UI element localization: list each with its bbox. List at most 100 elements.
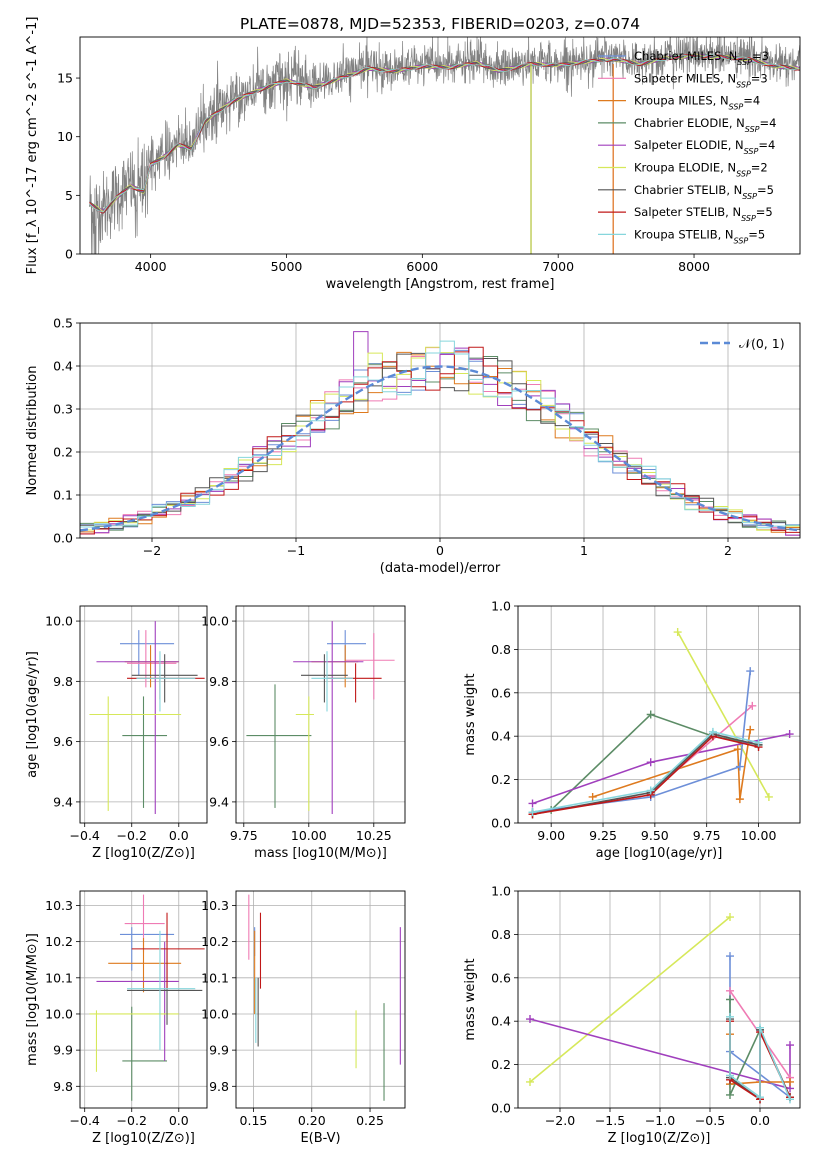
x-tick-label: −1.5 <box>595 1113 625 1128</box>
model-spectrum-8 <box>89 54 800 213</box>
y-tick-label: 0.5 <box>53 316 73 331</box>
panel-mass_vs_Z: −0.4 −0.2 0.0 9.8 9.9 10.0 10.1 10.2 10.3 Z [log1… <box>25 890 208 1146</box>
x-tick-label: 7000 <box>542 259 574 274</box>
panel-spectrum: 4000 5000 6000 7000 8000 0 5 10 15 Chabrier MILES… <box>25 17 801 292</box>
weight-marker <box>754 738 763 747</box>
figure-title: PLATE=0878, MJD=52353, FIBERID=0203, z=0… <box>240 15 640 33</box>
panel-residuals: −2 −1 0 1 2 0.0 0.1 0.2 0.3 0.4 0.5 𝒩(0, 1) (data-mo… <box>25 316 801 576</box>
x-tick-label: 0.15 <box>240 1113 268 1128</box>
y-tick-label: 10.0 <box>45 1006 73 1021</box>
weight-marker <box>735 762 744 771</box>
plot-area <box>89 37 800 254</box>
y-tick-label: 10.1 <box>45 970 73 985</box>
x-tick-label: −1.0 <box>645 1113 675 1128</box>
x-tick-label: 6000 <box>406 259 438 274</box>
weight-line-8 <box>532 731 759 813</box>
legend-entry: Chabrier MILES, NSSP=3 <box>634 49 769 67</box>
x-tick-label: −2.0 <box>545 1113 575 1128</box>
legend-entry: Kroupa ELODIE, NSSP=2 <box>634 161 768 179</box>
panel-mass_vs_ebv: 0.15 0.20 0.25 9.8 9.9 10.0 10.1 10.2 10.3 E(B-V) <box>201 890 406 1146</box>
hist-7 <box>80 346 800 535</box>
weight-marker <box>785 730 794 739</box>
y-tick-label: 0 <box>65 247 73 262</box>
weight-line-0 <box>529 916 731 1083</box>
weight-marker <box>746 725 755 734</box>
x-axis-label: age [log10(age/yr)] <box>596 846 723 861</box>
x-tick-label: 2 <box>724 543 732 558</box>
x-tick-label: 9.50 <box>641 828 669 843</box>
y-axis-label: Flux [f_λ 10^-17 erg cm^-2 s^-1 A^-1] <box>25 17 40 275</box>
x-tick-label: 10.00 <box>741 828 777 843</box>
y-tick-label: 0.8 <box>491 927 511 942</box>
x-tick-label: 9.75 <box>230 828 258 843</box>
weight-marker <box>708 727 717 736</box>
weight-line-0 <box>676 631 770 798</box>
axes-frame <box>235 605 406 824</box>
y-tick-label: 0.0 <box>491 816 511 831</box>
y-tick-label: 15 <box>57 71 73 86</box>
x-tick-label: 0.0 <box>169 828 189 843</box>
hist-8 <box>80 340 800 529</box>
y-tick-label: 9.9 <box>209 1043 229 1058</box>
weight-marker <box>526 1015 534 1024</box>
model-spectrum-5 <box>89 53 800 212</box>
y-tick-label: 0.3 <box>53 402 73 417</box>
y-tick-label: 10.0 <box>201 1006 229 1021</box>
legend-entry: Salpeter STELIB, NSSP=5 <box>634 205 773 223</box>
weight-marker <box>526 1077 534 1086</box>
weight-marker <box>726 1071 734 1080</box>
weight-marker <box>646 786 655 795</box>
weight-marker <box>726 1090 734 1099</box>
weight-marker <box>786 1041 794 1050</box>
panel-weight_vs_age: 9.00 9.25 9.50 9.75 10.00 0.0 0.2 0.4 0.6 0.8 1.0 a… <box>463 599 801 861</box>
axes-frame <box>517 605 801 824</box>
x-tick-label: 9.25 <box>589 828 617 843</box>
y-tick-label: 10.2 <box>201 934 229 949</box>
legend-entry: Salpeter MILES, NSSP=3 <box>634 71 768 89</box>
x-tick-label: −0.4 <box>70 1113 100 1128</box>
weight-marker <box>748 701 757 710</box>
y-axis-label: mass [log10(M/M⊙)] <box>25 933 40 1066</box>
y-tick-label: 1.0 <box>491 599 511 614</box>
y-tick-label: 0.4 <box>491 1014 511 1029</box>
axes-frame <box>235 890 406 1109</box>
y-tick-label: 0.0 <box>491 1101 511 1116</box>
y-tick-label: 5 <box>65 188 73 203</box>
legend-entry: Kroupa STELIB, NSSP=5 <box>634 227 765 245</box>
x-axis-label: wavelength [Angstrom, rest frame] <box>326 277 555 292</box>
y-tick-label: 9.8 <box>209 1079 229 1094</box>
weight-line-7 <box>532 735 759 816</box>
y-tick-label: 10.0 <box>45 614 73 629</box>
y-tick-label: 10.1 <box>201 970 229 985</box>
y-tick-label: 0.4 <box>491 729 511 744</box>
axes-frame <box>517 890 801 1109</box>
axes-frame <box>79 890 208 1109</box>
y-axis-label: age [log10(age/yr)] <box>25 651 40 778</box>
x-tick-label: 0.0 <box>169 1113 189 1128</box>
plot-area <box>236 606 405 823</box>
weight-marker <box>746 667 755 676</box>
x-tick-label: 9.75 <box>693 828 721 843</box>
y-tick-label: 9.6 <box>209 734 229 749</box>
legend-entry: Salpeter ELODIE, NSSP=4 <box>634 138 775 156</box>
panel-weight_vs_Z: −2.0 −1.5 −1.0 −0.5 0.0 0.0 0.2 0.4 0.6 0.8 1.0 Z [… <box>463 884 801 1146</box>
x-tick-label: 9.00 <box>537 828 565 843</box>
y-tick-label: 1.0 <box>491 884 511 899</box>
y-axis-label: Normed distribution <box>25 366 40 496</box>
weight-marker <box>733 745 742 754</box>
y-tick-label: 0.4 <box>53 359 73 374</box>
legend-entry: Chabrier ELODIE, NSSP=4 <box>634 116 776 133</box>
x-tick-label: 5000 <box>271 259 303 274</box>
x-tick-label: 4000 <box>135 259 167 274</box>
weight-marker <box>726 913 734 922</box>
x-axis-label: (data-model)/error <box>380 561 501 576</box>
weight-line-6 <box>532 733 759 816</box>
x-tick-label: −2 <box>143 543 161 558</box>
weight-marker <box>726 995 734 1004</box>
plot-area <box>80 323 800 538</box>
legend: Chabrier MILES, NSSP=3 Salpeter MILES, NS… <box>598 49 776 245</box>
x-tick-label: 10.25 <box>356 828 392 843</box>
y-axis-label: mass weight <box>463 958 478 1040</box>
y-tick-label: 10.2 <box>45 934 73 949</box>
